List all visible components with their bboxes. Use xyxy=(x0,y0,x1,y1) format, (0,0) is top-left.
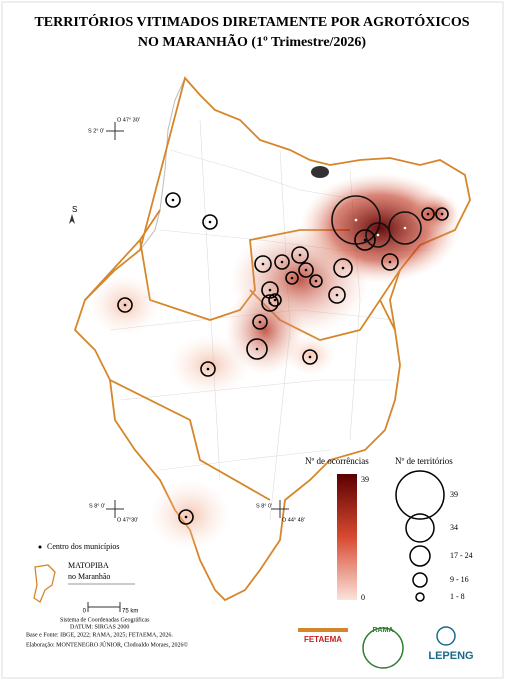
size-label: 9 - 16 xyxy=(450,575,469,584)
territory-circle xyxy=(202,214,218,230)
territory-circle xyxy=(302,349,318,365)
municipality-center xyxy=(354,218,358,222)
size-label: 39 xyxy=(450,490,458,499)
footer-line: DATUM: SIRGAS 2000 xyxy=(70,624,129,630)
municipality-center xyxy=(206,367,210,371)
legend: Nº de ocorrências Nº de territórios 39 0… xyxy=(33,456,473,603)
territory-circle xyxy=(252,314,268,330)
footer-line: Sistema de Coordenadas Geográficas xyxy=(60,616,150,623)
municipality-center xyxy=(255,347,259,351)
municipality-center xyxy=(426,212,430,216)
size-label: 1 - 8 xyxy=(450,592,465,601)
municipality-center xyxy=(298,253,302,257)
coord-label: S 2° 0' xyxy=(88,128,104,134)
coord-label: S 8° 0' xyxy=(256,503,272,509)
territory-circle xyxy=(354,229,376,251)
territory-circle xyxy=(274,254,290,270)
matopiba-label: MATOPIBA xyxy=(68,561,109,570)
territory-circle xyxy=(261,294,279,312)
territory-circle xyxy=(365,222,391,248)
logo-text: RAMA xyxy=(373,627,394,634)
north-label: S xyxy=(72,205,77,214)
scale-bar: 0 75 km xyxy=(83,602,138,615)
size-label: 34 xyxy=(450,523,458,532)
coord-label: S 8° 0' xyxy=(89,503,105,509)
municipality-center xyxy=(123,303,127,307)
municipality-center xyxy=(308,355,312,359)
logos: FETAEMA RAMA LEPENG xyxy=(298,626,474,669)
territory-circle xyxy=(268,293,282,307)
matopiba-label: no Maranhão xyxy=(68,572,110,581)
territory-circle xyxy=(328,286,346,304)
municipality-center xyxy=(376,233,380,237)
territory-circle xyxy=(178,509,194,525)
territory-circle xyxy=(435,207,449,221)
coord-label: O 47° 30' xyxy=(117,117,140,123)
municipality-center xyxy=(341,266,345,270)
municipality-center xyxy=(273,298,277,302)
title: NO MARANHÃO (1º Trimestre/2026) xyxy=(138,32,367,50)
territory-circle xyxy=(254,255,272,273)
footer-line: Base e Fonte: IBGE, 2022; RAMA, 2025; FE… xyxy=(26,632,173,638)
logo-text: LEPENG xyxy=(428,650,473,662)
municipality-center xyxy=(261,262,265,266)
coordinates: O 47° 30' S 2° 0' S S 8° 0' O 47°30' S 8… xyxy=(69,117,305,523)
bar-label: 39 xyxy=(361,475,369,484)
size-label: 17 - 24 xyxy=(450,551,473,560)
territory-circle xyxy=(388,211,422,245)
municipality-center xyxy=(184,515,188,519)
heat-areas xyxy=(90,173,460,550)
bar-label: 0 xyxy=(361,593,365,602)
color-bar xyxy=(337,474,357,600)
logo-text: FETAEMA xyxy=(304,635,342,644)
territory-circle xyxy=(421,207,435,221)
municipality-center xyxy=(208,220,212,224)
scale-label: 0 xyxy=(83,609,87,615)
territory-circle xyxy=(285,271,299,285)
municipality-center xyxy=(268,288,272,292)
municipality-center xyxy=(314,279,318,283)
municipality-center xyxy=(171,198,175,202)
footer-line: Elaboração: MONTENEGRO JÚNIOR, Clodoaldo… xyxy=(26,640,188,648)
municipality-center xyxy=(440,212,444,216)
territory-circle xyxy=(309,274,323,288)
municipality-center xyxy=(388,260,392,264)
territory-circle xyxy=(200,361,216,377)
legend-title: Nº de ocorrências xyxy=(305,456,369,466)
territory-circle xyxy=(117,297,133,313)
territory-circle xyxy=(246,338,268,360)
territory-circles xyxy=(117,192,449,525)
municipality-center xyxy=(304,268,308,272)
scale-label: 75 km xyxy=(122,609,138,615)
municipality-center xyxy=(258,320,262,324)
territory-circle xyxy=(165,192,181,208)
territory-circle xyxy=(381,253,399,271)
coord-label: O 47°30' xyxy=(117,517,138,523)
municipality-center xyxy=(290,276,294,280)
territory-circle xyxy=(333,258,353,278)
territory-circle xyxy=(291,246,309,264)
municipality-center xyxy=(280,260,284,264)
municipality-center xyxy=(335,293,339,297)
municipality-center xyxy=(403,226,407,230)
footer: Sistema de Coordenadas Geográficas DATUM… xyxy=(26,616,188,648)
territory-circle xyxy=(298,262,314,278)
centers-label: Centro dos municípios xyxy=(47,542,119,551)
municipality-center xyxy=(363,238,367,242)
legend-title: Nº de territórios xyxy=(395,456,453,466)
title: TERRITÓRIOS VITIMADOS DIRETAMENTE POR AG… xyxy=(34,13,469,30)
coord-label: O 44° 48' xyxy=(282,517,305,523)
